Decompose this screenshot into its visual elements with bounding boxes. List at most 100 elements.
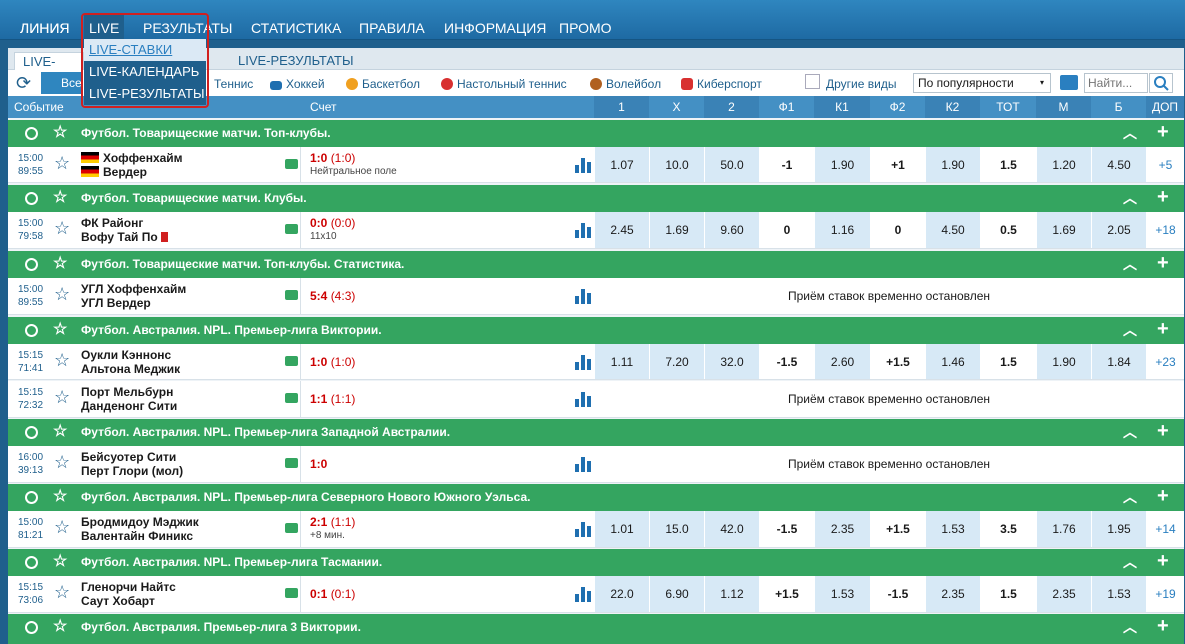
- more-markets-link[interactable]: +5: [1146, 147, 1184, 182]
- odds-x[interactable]: 10.0: [649, 147, 704, 182]
- star-icon[interactable]: ☆: [54, 153, 71, 173]
- odds-over[interactable]: 1.53: [1091, 576, 1146, 612]
- plus-icon[interactable]: +: [1157, 252, 1169, 274]
- odds-k1[interactable]: 1.90: [814, 147, 870, 182]
- chevron-up-icon[interactable]: ︿: [1123, 489, 1137, 505]
- odds-k1[interactable]: 2.60: [814, 344, 870, 379]
- nav-promo[interactable]: ПРОМО: [559, 20, 612, 36]
- match-row[interactable]: 15:00 89:55 ☆ Хоффенхайм Вердер 1:0 (1:0) Н…: [8, 147, 1184, 183]
- star-icon[interactable]: ☆: [54, 218, 71, 238]
- match-teams[interactable]: Гленорчи Найтс Саут Хобарт: [81, 580, 176, 608]
- odds-over[interactable]: 1.95: [1091, 511, 1146, 547]
- odds-k1[interactable]: 1.16: [814, 212, 870, 248]
- odds-k2[interactable]: 1.46: [925, 344, 980, 379]
- nav-statistics[interactable]: СТАТИСТИКА: [251, 20, 342, 36]
- odds-k1[interactable]: 1.53: [814, 576, 870, 612]
- chevron-up-icon[interactable]: ︿: [1123, 125, 1137, 141]
- nav-info[interactable]: ИНФОРМАЦИЯ: [444, 20, 547, 36]
- star-icon[interactable]: ☆: [54, 452, 71, 472]
- star-icon[interactable]: ☆: [53, 423, 68, 440]
- more-markets-link[interactable]: +23: [1146, 344, 1184, 379]
- odds-k2[interactable]: 4.50: [925, 212, 980, 248]
- odds-over[interactable]: 2.05: [1091, 212, 1146, 248]
- nav-line[interactable]: ЛИНИЯ: [20, 20, 70, 36]
- odds-under[interactable]: 1.90: [1036, 344, 1091, 379]
- stats-chart-icon[interactable]: [575, 586, 591, 602]
- star-icon[interactable]: ☆: [53, 553, 68, 570]
- search-input[interactable]: [1084, 73, 1148, 93]
- more-markets-link[interactable]: +14: [1146, 511, 1184, 547]
- odds-under[interactable]: 1.69: [1036, 212, 1091, 248]
- other-sports-checkbox[interactable]: [805, 74, 820, 89]
- chevron-up-icon[interactable]: ︿: [1123, 256, 1137, 272]
- filter-basketball[interactable]: Баскетбол: [346, 76, 420, 92]
- stats-chart-icon[interactable]: [575, 456, 591, 472]
- odds-x[interactable]: 6.90: [649, 576, 704, 612]
- more-markets-link[interactable]: +19: [1146, 576, 1184, 612]
- star-icon[interactable]: ☆: [53, 124, 68, 141]
- odds-x[interactable]: 15.0: [649, 511, 704, 547]
- plus-icon[interactable]: +: [1157, 485, 1169, 507]
- star-icon[interactable]: ☆: [54, 517, 71, 537]
- sort-select[interactable]: По популярности ▾: [913, 73, 1051, 93]
- odds-2[interactable]: 42.0: [704, 511, 759, 547]
- match-teams[interactable]: УГЛ Хоффенхайм УГЛ Вердер: [81, 282, 187, 310]
- star-icon[interactable]: ☆: [54, 284, 71, 304]
- stats-chart-icon[interactable]: [575, 391, 591, 407]
- stats-chart-icon[interactable]: [575, 521, 591, 537]
- match-teams[interactable]: Бродмидоу Мэджик Валентайн Финикс: [81, 515, 199, 543]
- plus-icon[interactable]: +: [1157, 550, 1169, 572]
- league-header[interactable]: ☆ Футбол. Австралия. Премьер-лига 3 Викто…: [8, 614, 1184, 644]
- odds-k1[interactable]: 2.35: [814, 511, 870, 547]
- filter-esports[interactable]: Киберспорт: [681, 76, 762, 92]
- match-teams[interactable]: Оукли Кэннонс Альтона Меджик: [81, 348, 181, 376]
- plus-icon[interactable]: +: [1157, 420, 1169, 442]
- stats-chart-icon[interactable]: [575, 288, 591, 304]
- odds-1[interactable]: 22.0: [594, 576, 649, 612]
- stats-chart-icon[interactable]: [575, 157, 591, 173]
- match-row[interactable]: 15:00 81:21 ☆ Бродмидоу Мэджик Валентайн Ф…: [8, 511, 1184, 548]
- odds-k2[interactable]: 2.35: [925, 576, 980, 612]
- match-row[interactable]: 15:00 89:55 ☆ УГЛ Хоффенхайм УГЛ Вердер 5:…: [8, 278, 1184, 315]
- chevron-up-icon[interactable]: ︿: [1123, 322, 1137, 338]
- chevron-up-icon[interactable]: ︿: [1123, 424, 1137, 440]
- plus-icon[interactable]: +: [1157, 615, 1169, 637]
- chevron-up-icon[interactable]: ︿: [1123, 619, 1137, 635]
- match-row[interactable]: 15:15 71:41 ☆ Оукли Кэннонс Альтона Меджик…: [8, 344, 1184, 380]
- nav-rules[interactable]: ПРАВИЛА: [359, 20, 425, 36]
- chevron-up-icon[interactable]: ︿: [1123, 190, 1137, 206]
- filter-table-tennis[interactable]: Настольный теннис: [441, 76, 567, 92]
- dropdown-live-results[interactable]: LIVE-РЕЗУЛЬТАТЫ: [89, 86, 205, 101]
- league-header[interactable]: ☆ Футбол. Товарищеские матчи. Топ-клубы. ︿…: [8, 120, 1184, 147]
- league-header[interactable]: ☆ Футбол. Австралия. NPL. Премьер-лига Ви…: [8, 317, 1184, 344]
- dropdown-live-calendar[interactable]: LIVE-КАЛЕНДАРЬ: [89, 64, 200, 79]
- star-icon[interactable]: ☆: [54, 387, 71, 407]
- more-markets-link[interactable]: +18: [1146, 212, 1184, 248]
- odds-over[interactable]: 4.50: [1091, 147, 1146, 182]
- star-icon[interactable]: ☆: [54, 582, 71, 602]
- plus-icon[interactable]: +: [1157, 318, 1169, 340]
- nav-results[interactable]: РЕЗУЛЬТАТЫ: [143, 20, 233, 36]
- odds-x[interactable]: 7.20: [649, 344, 704, 379]
- league-header[interactable]: ☆ Футбол. Товарищеские матчи. Клубы. ︿ +: [8, 185, 1184, 212]
- odds-2[interactable]: 1.12: [704, 576, 759, 612]
- stats-chart-icon[interactable]: [575, 354, 591, 370]
- tv-icon[interactable]: [1060, 75, 1078, 90]
- stats-chart-icon[interactable]: [575, 222, 591, 238]
- match-teams[interactable]: ФК Районг Вофу Тай По: [81, 216, 169, 244]
- nav-live[interactable]: LIVE: [89, 20, 120, 36]
- league-header[interactable]: ☆ Футбол. Австралия. NPL. Премьер-лига Се…: [8, 484, 1184, 511]
- nav-line[interactable]: ЛИНИЯ: [20, 20, 70, 36]
- chevron-up-icon[interactable]: ︿: [1123, 554, 1137, 570]
- odds-x[interactable]: 1.69: [649, 212, 704, 248]
- match-teams[interactable]: Порт Мельбурн Данденонг Сити: [81, 385, 178, 413]
- filter-all-button[interactable]: Все: [41, 72, 82, 94]
- odds-2[interactable]: 32.0: [704, 344, 759, 379]
- star-icon[interactable]: ☆: [53, 255, 68, 272]
- refresh-icon[interactable]: ⟳: [16, 73, 32, 93]
- odds-under[interactable]: 1.20: [1036, 147, 1091, 182]
- star-icon[interactable]: ☆: [54, 350, 71, 370]
- star-icon[interactable]: ☆: [53, 488, 68, 505]
- odds-2[interactable]: 50.0: [704, 147, 759, 182]
- match-row[interactable]: 15:15 73:06 ☆ Гленорчи Найтс Саут Хобарт 0…: [8, 576, 1184, 613]
